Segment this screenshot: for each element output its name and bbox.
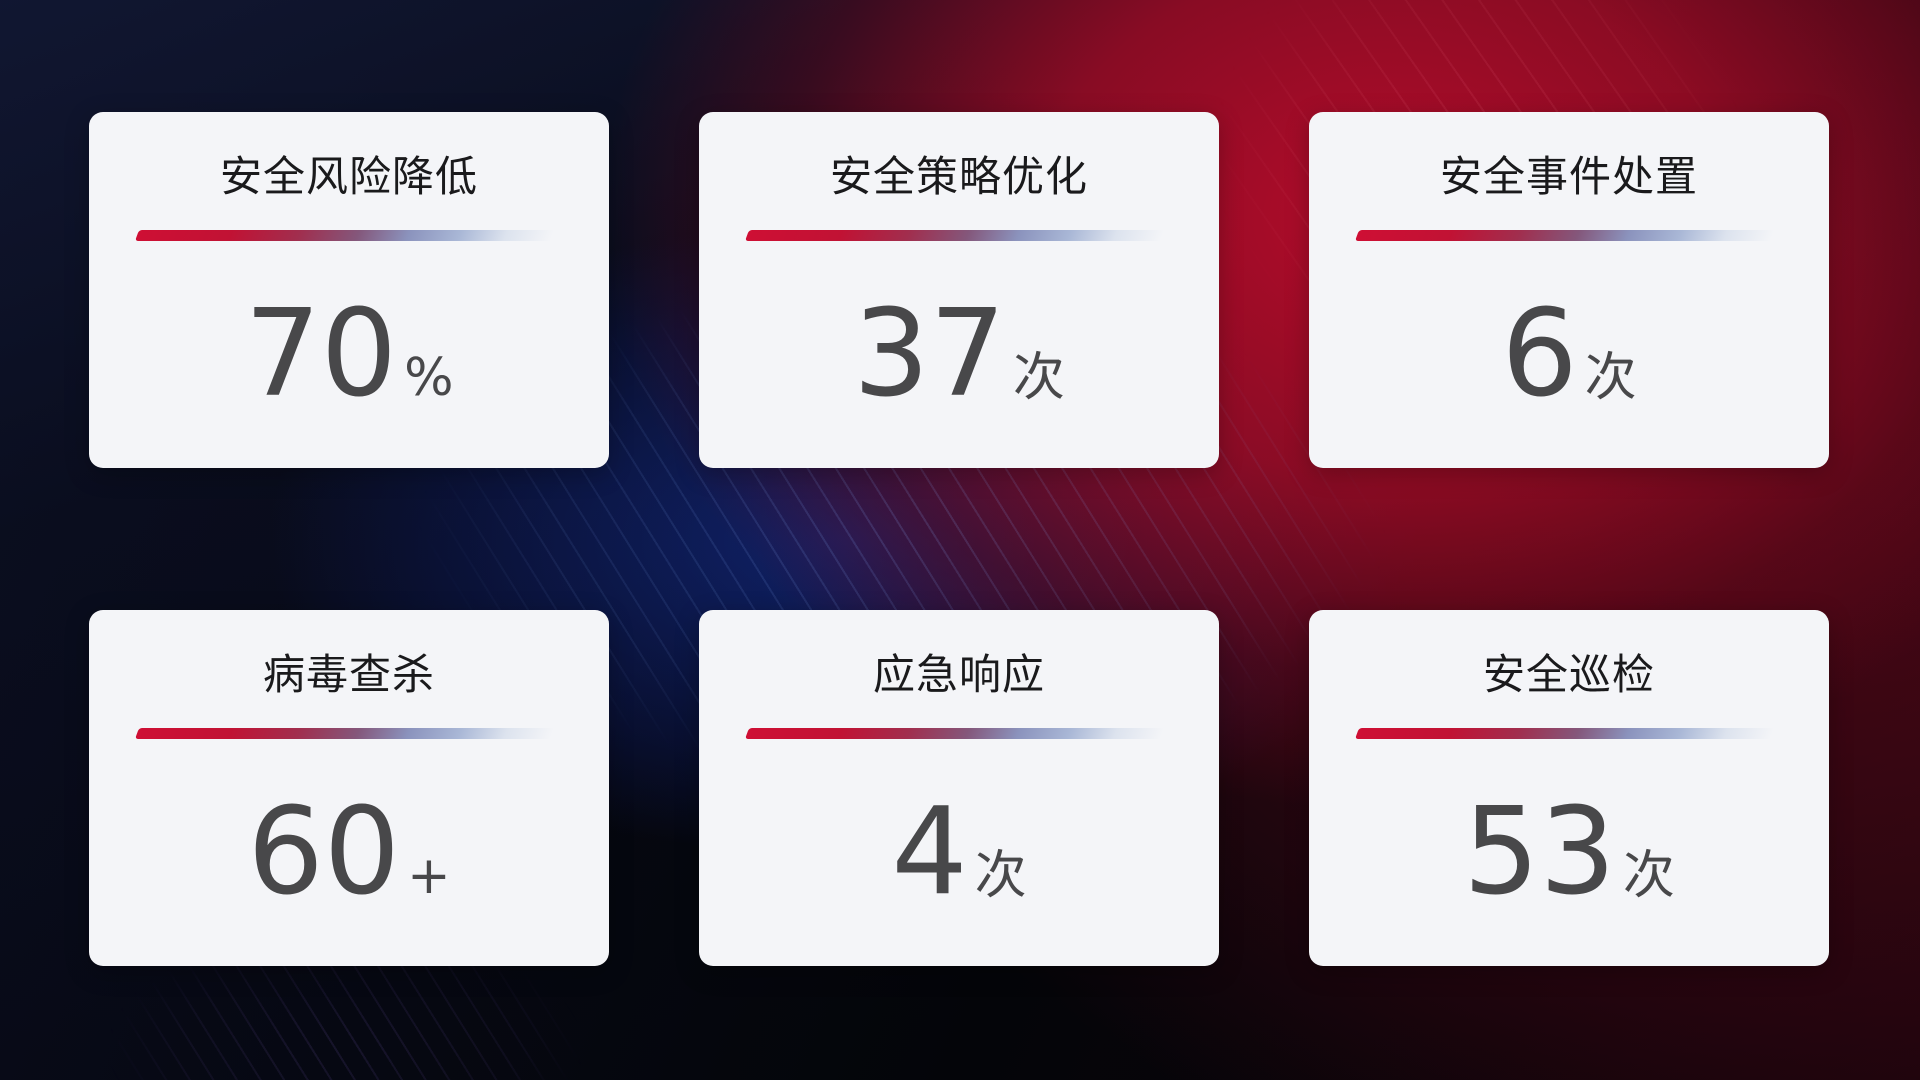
stat-card-virus-scan: 病毒查杀 60 + — [89, 610, 609, 966]
stat-value: 37 — [853, 284, 1006, 424]
stat-unit: % — [404, 347, 454, 408]
divider-line — [134, 728, 564, 739]
stat-card-risk-reduction: 安全风险降低 70 % — [89, 112, 609, 468]
card-title: 病毒查杀 — [262, 651, 435, 698]
stat-card-security-inspection: 安全巡检 53 次 — [1309, 610, 1829, 966]
stat-value: 70 — [244, 284, 398, 424]
stat-card-policy-optimization: 安全策略优化 37 次 — [699, 112, 1219, 468]
card-title: 安全事件处置 — [1439, 153, 1698, 200]
divider-line — [1354, 230, 1784, 241]
card-title: 安全风险降低 — [219, 153, 478, 200]
stat-value: 6 — [1501, 284, 1578, 424]
stat-card-incident-handling: 安全事件处置 6 次 — [1309, 112, 1829, 468]
stat-value: 60 — [247, 782, 401, 922]
stat-card-grid: 安全风险降低 70 % 安全策略优化 37 次 安全事件处置 6 次 — [89, 112, 1829, 966]
stat-unit: 次 — [1622, 845, 1675, 906]
stat-value-row: 4 次 — [699, 739, 1219, 966]
stat-value-row: 60 + — [89, 739, 609, 966]
stat-value: 53 — [1463, 782, 1616, 922]
stat-card-emergency-response: 应急响应 4 次 — [699, 610, 1219, 966]
divider-line — [134, 230, 564, 241]
stat-unit: 次 — [1012, 347, 1065, 408]
stat-unit: 次 — [1584, 347, 1637, 408]
card-title: 应急响应 — [872, 651, 1045, 698]
card-title: 安全策略优化 — [829, 153, 1088, 200]
divider-line — [744, 728, 1174, 739]
stat-unit: + — [407, 845, 451, 906]
divider-line — [1354, 728, 1784, 739]
stat-value: 4 — [891, 782, 968, 922]
stat-unit: 次 — [974, 845, 1027, 906]
card-title: 安全巡检 — [1482, 651, 1655, 698]
stat-value-row: 37 次 — [699, 241, 1219, 468]
stat-value-row: 53 次 — [1309, 739, 1829, 966]
stat-value-row: 70 % — [89, 241, 609, 468]
stat-value-row: 6 次 — [1309, 241, 1829, 468]
divider-line — [744, 230, 1174, 241]
